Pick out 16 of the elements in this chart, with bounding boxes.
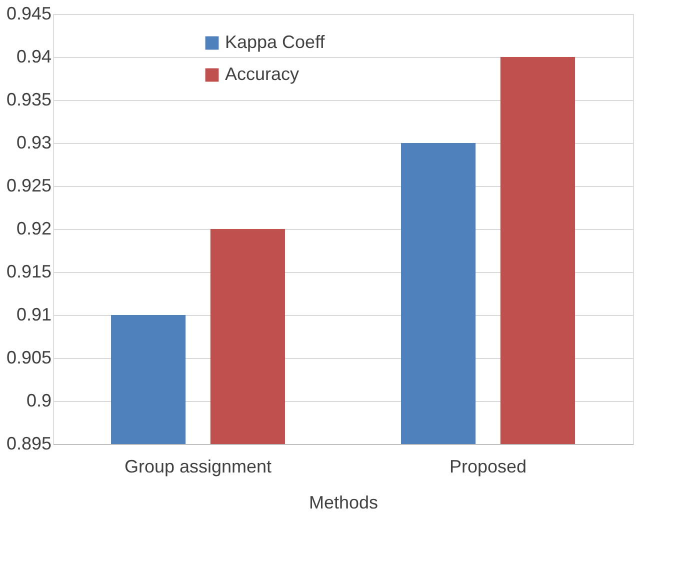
x-axis-title: Methods [308,492,378,512]
y-tick-label: 0.94 [16,46,52,66]
y-tick-label: 0.93 [16,132,52,152]
y-tick-label: 0.925 [6,176,52,196]
y-tick-label: 0.915 [6,262,52,282]
y-tick-label: 0.935 [6,90,52,110]
legend-label: Accuracy [225,64,300,84]
y-tick-label: 0.91 [16,304,52,324]
y-tick-label: 0.92 [16,218,52,238]
y-tick-label: 0.895 [6,434,52,454]
legend-label: Kappa Coeff [225,32,326,52]
x-tick-label: Proposed [449,456,527,476]
y-tick-label: 0.9 [26,390,52,410]
y-tick-label: 0.945 [6,4,52,24]
y-tick-label: 0.905 [6,348,52,368]
x-tick-label: Group assignment [124,456,272,476]
